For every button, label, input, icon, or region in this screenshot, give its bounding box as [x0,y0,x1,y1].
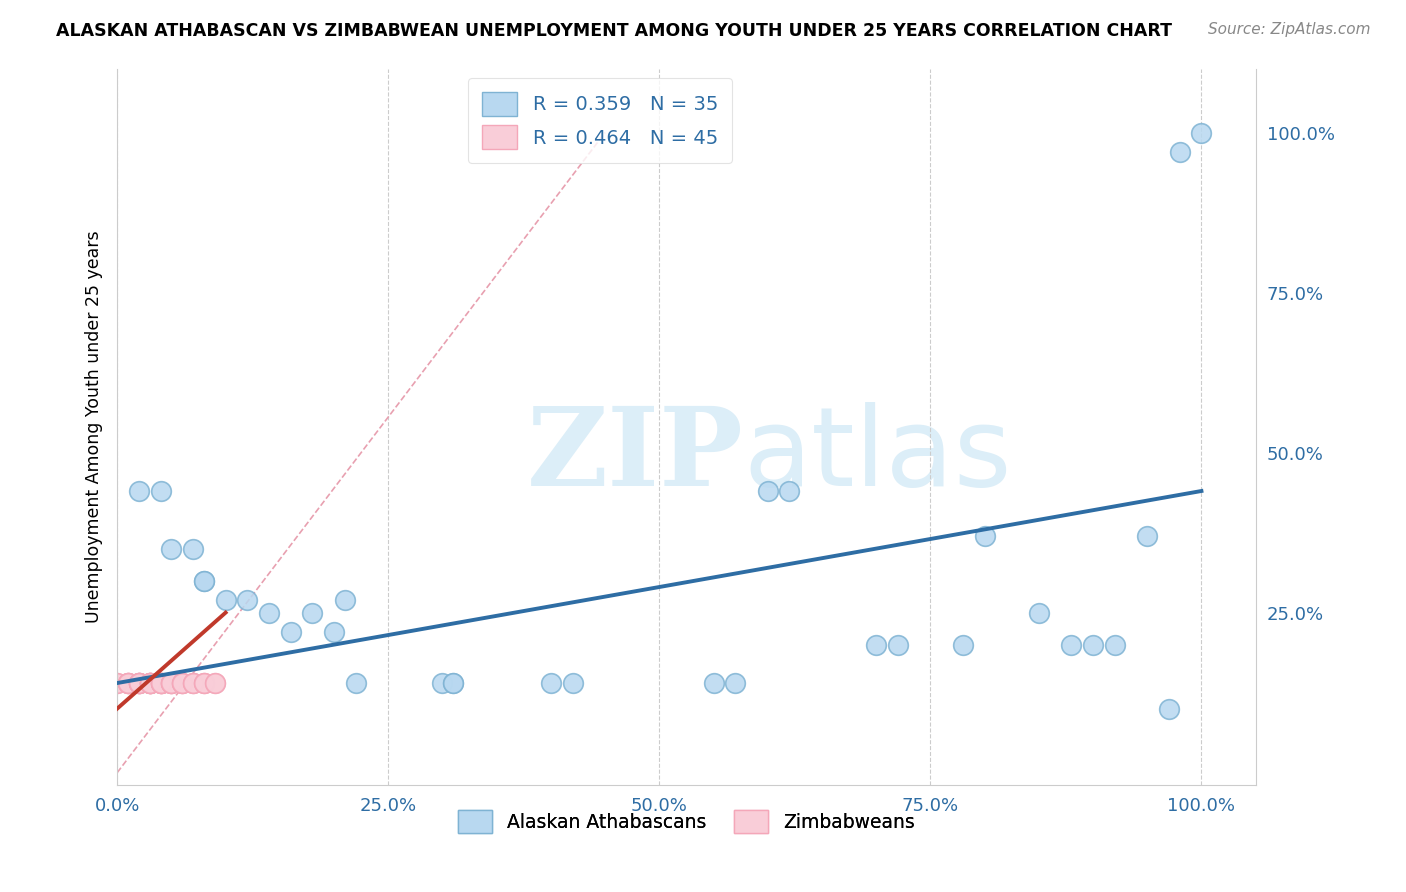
Point [128,676,150,690]
Point [193,676,215,690]
Point [117,676,139,690]
Point [193,676,215,690]
Point [181,676,204,690]
Point [138,676,160,690]
Point [128,483,150,498]
Point [172,676,194,690]
Point [1060,638,1083,652]
Y-axis label: Unemployment Among Youth under 25 years: Unemployment Among Youth under 25 years [86,231,103,624]
Text: atlas: atlas [744,402,1012,509]
Point [149,676,172,690]
Point [257,606,280,620]
Point [138,676,160,690]
Point [344,676,367,690]
Point [1157,701,1180,715]
Point [138,676,160,690]
Point [138,676,160,690]
Point [323,624,346,639]
Point [117,676,139,690]
Point [117,676,139,690]
Point [702,676,724,690]
Point [333,592,356,607]
Point [172,676,194,690]
Point [149,676,172,690]
Point [160,676,183,690]
Point [181,541,204,556]
Legend: Alaskan Athabascans, Zimbabweans: Alaskan Athabascans, Zimbabweans [450,803,922,840]
Point [756,483,779,498]
Point [138,676,160,690]
Point [138,676,160,690]
Point [193,574,215,588]
Point [193,574,215,588]
Point [1028,606,1050,620]
Point [149,483,172,498]
Point [181,676,204,690]
Point [105,676,128,690]
Point [105,676,128,690]
Point [149,676,172,690]
Text: ZIP: ZIP [527,402,744,509]
Point [172,676,194,690]
Point [128,676,150,690]
Point [160,676,183,690]
Text: Source: ZipAtlas.com: Source: ZipAtlas.com [1208,22,1371,37]
Point [1081,638,1104,652]
Text: ALASKAN ATHABASCAN VS ZIMBABWEAN UNEMPLOYMENT AMONG YOUTH UNDER 25 YEARS CORRELA: ALASKAN ATHABASCAN VS ZIMBABWEAN UNEMPLO… [56,22,1173,40]
Point [149,676,172,690]
Point [973,529,995,543]
Point [128,676,150,690]
Point [149,676,172,690]
Point [778,483,800,498]
Point [160,541,183,556]
Point [441,676,464,690]
Point [117,676,139,690]
Point [236,592,259,607]
Point [204,676,226,690]
Point [724,676,747,690]
Point [204,676,226,690]
Point [887,638,910,652]
Point [952,638,974,652]
Point [160,676,183,690]
Point [1168,145,1191,159]
Point [1191,126,1213,140]
Point [865,638,887,652]
Point [172,676,194,690]
Point [138,676,160,690]
Point [128,676,150,690]
Point [1104,638,1126,652]
Point [160,676,183,690]
Point [117,676,139,690]
Point [301,606,323,620]
Point [160,676,183,690]
Point [193,676,215,690]
Point [128,676,150,690]
Point [280,624,302,639]
Point [181,676,204,690]
Point [1136,529,1159,543]
Point [540,676,562,690]
Point [432,676,454,690]
Point [441,676,464,690]
Point [149,676,172,690]
Point [561,676,583,690]
Point [138,676,160,690]
Point [128,676,150,690]
Point [128,676,150,690]
Point [214,592,236,607]
